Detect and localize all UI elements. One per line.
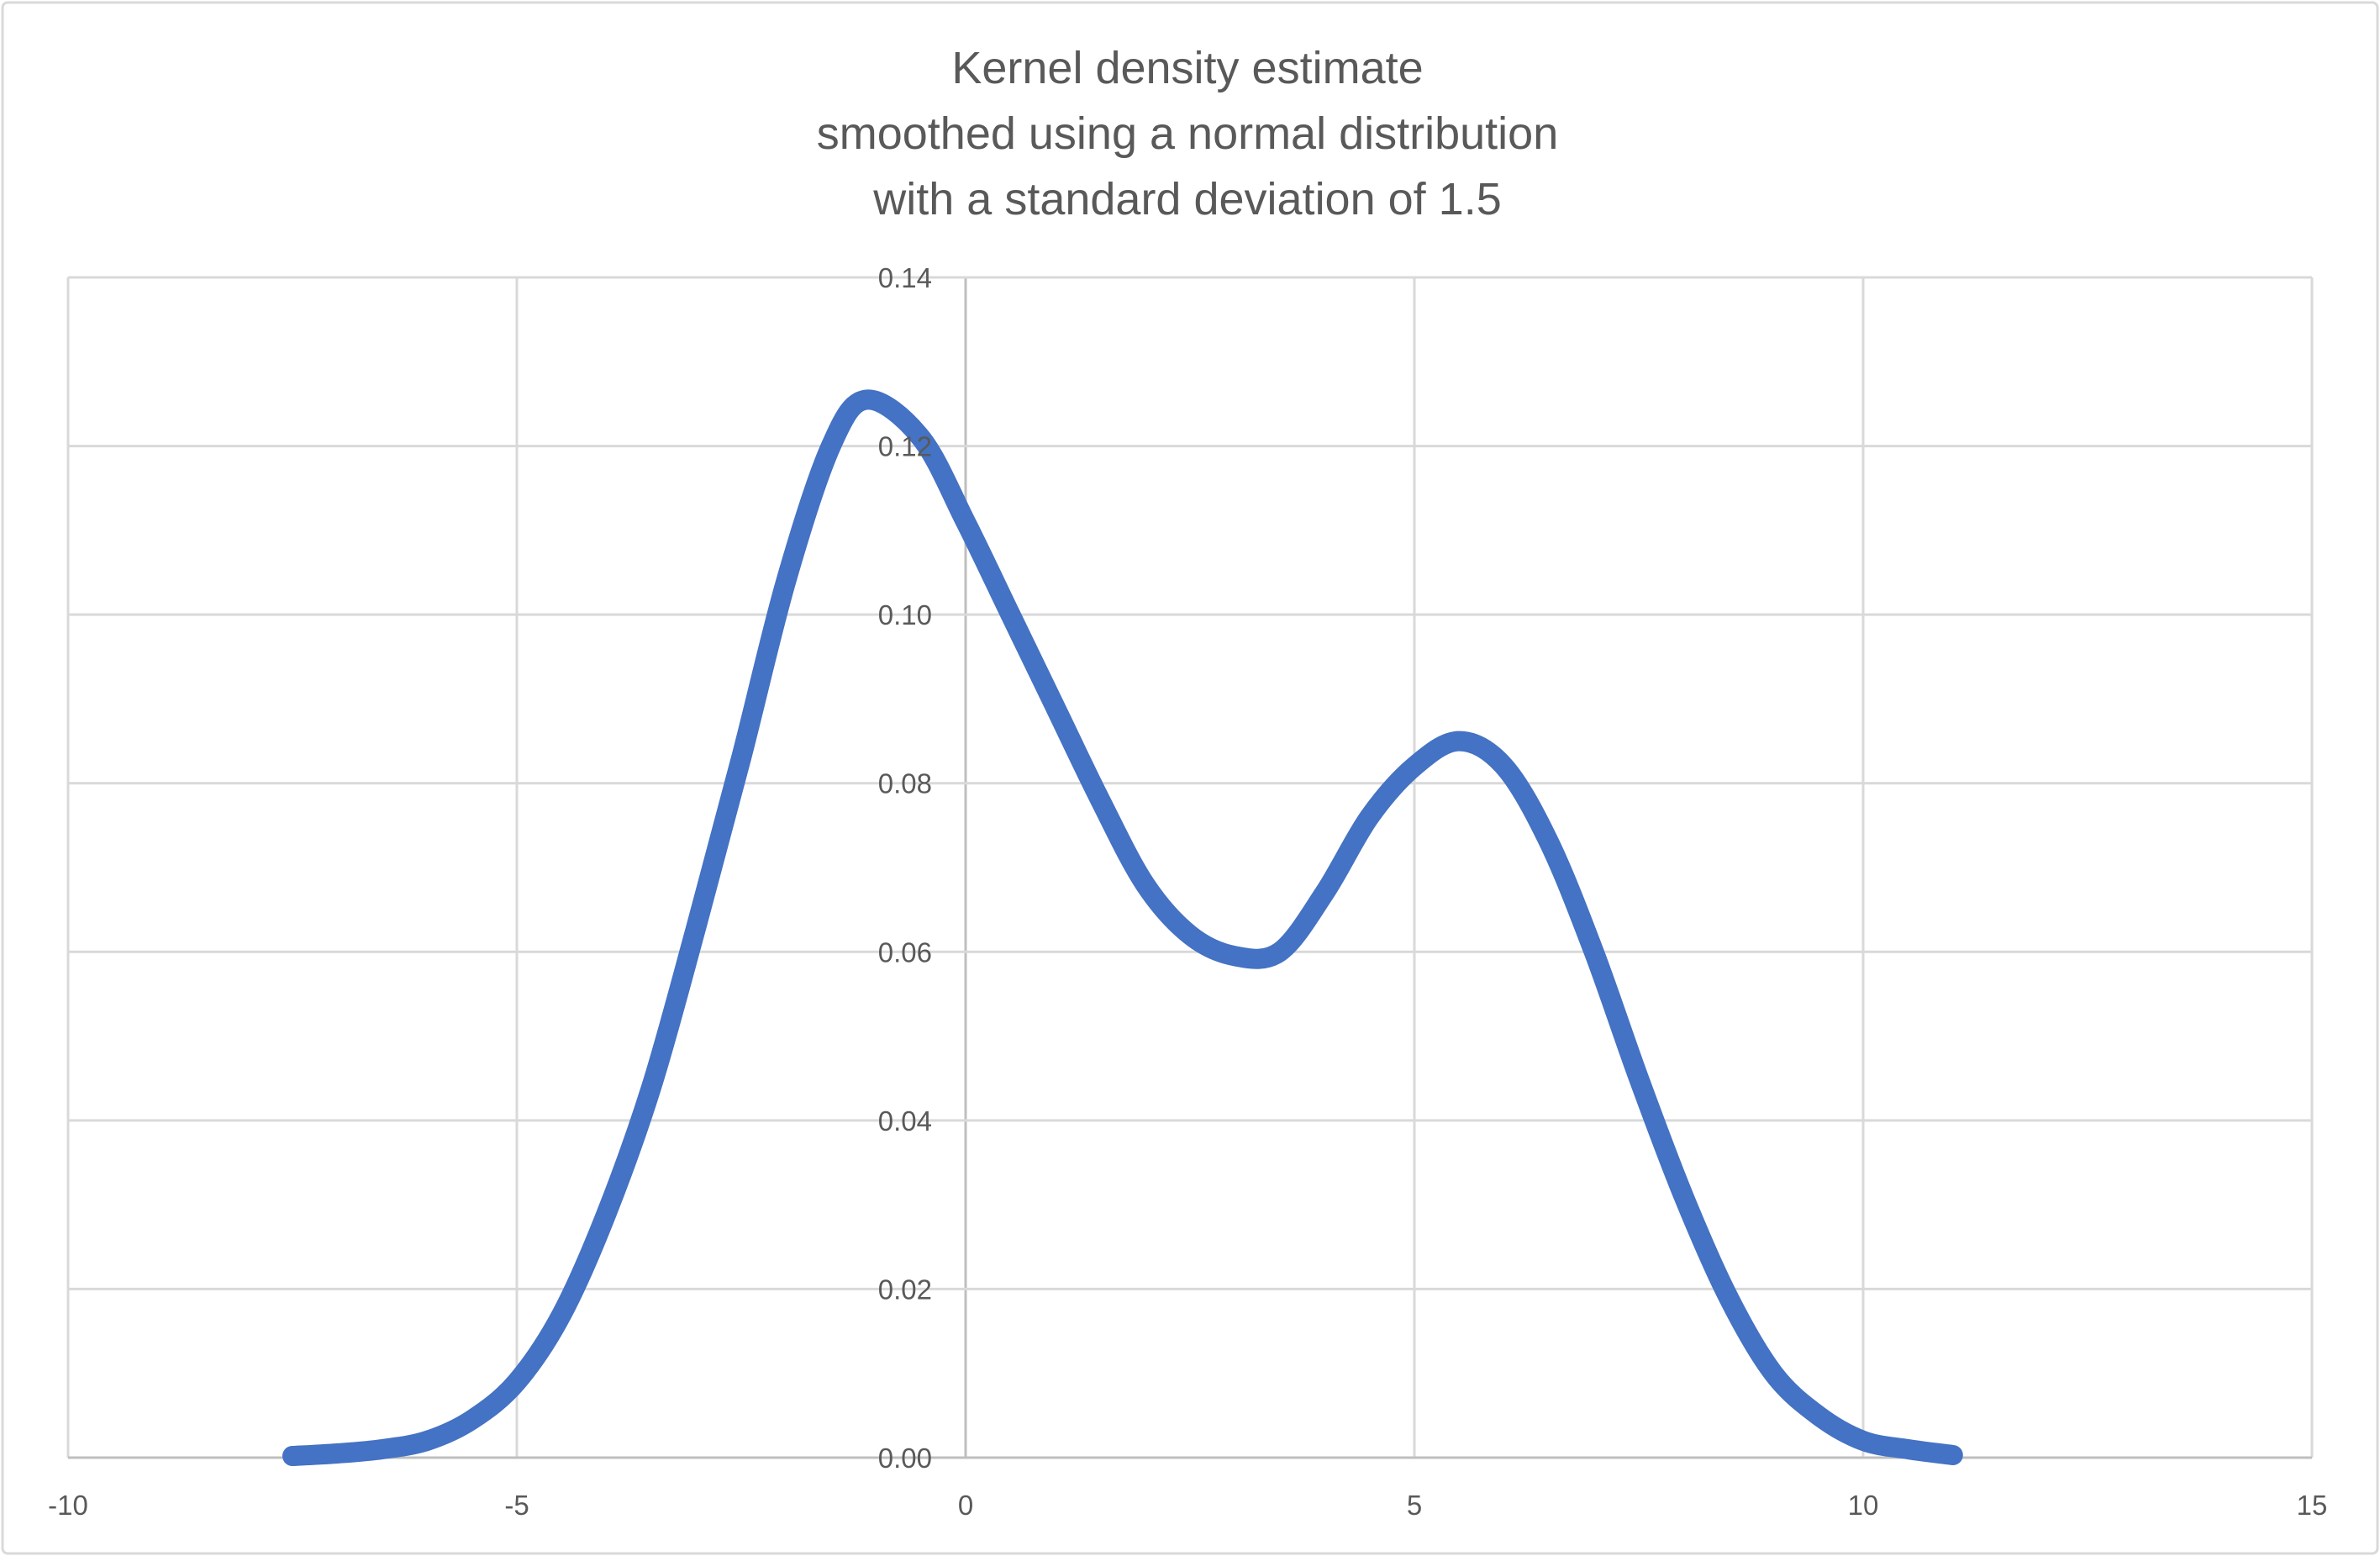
y-tick-label: 0.04 [878,1105,932,1137]
y-tick-label: 0.12 [878,431,932,462]
y-tick-label: 0.02 [878,1274,932,1305]
y-tick-label: 0.00 [878,1443,932,1474]
chart-title-line: Kernel density estimate [951,43,1423,93]
x-tick-label: 15 [2297,1490,2328,1521]
y-tick-label: 0.10 [878,599,932,630]
chart-title-line: smoothed using a normal distribution [817,108,1558,159]
density-curve [282,389,1963,1466]
chart-title-line: with a standard deviation of 1.5 [872,174,1501,224]
x-tick-label: 5 [1407,1490,1422,1521]
x-tick-label: -10 [48,1490,88,1521]
x-tick-label: -5 [504,1490,529,1521]
y-tick-label: 0.14 [878,262,932,293]
y-tick-label: 0.06 [878,936,932,968]
y-tick-label: 0.08 [878,768,932,799]
x-tick-label: 0 [958,1490,973,1521]
x-tick-label: 10 [1848,1490,1879,1521]
